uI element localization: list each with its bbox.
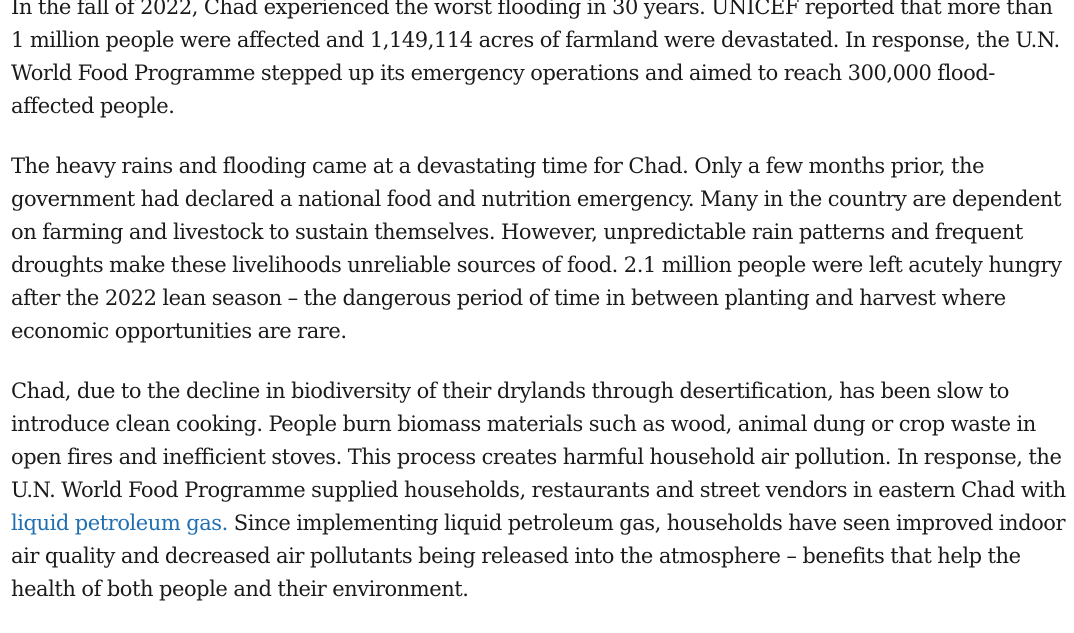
paragraph-food-emergency: The heavy rains and flooding came at a d… bbox=[11, 154, 1062, 343]
paragraph-clean-cooking: Chad, due to the decline in biodiversity… bbox=[11, 375, 1071, 606]
liquid-petroleum-gas-link[interactable]: liquid petroleum gas. bbox=[11, 511, 228, 535]
paragraph-flooding: In the fall of 2022, Chad experienced th… bbox=[11, 0, 1060, 118]
article-body: In the fall of 2022, Chad experienced th… bbox=[11, 0, 1071, 633]
paragraph-clean-cooking-text-after: Since implementing liquid petroleum gas,… bbox=[11, 511, 1066, 601]
paragraph-clean-cooking-text-before: Chad, due to the decline in biodiversity… bbox=[11, 379, 1066, 502]
